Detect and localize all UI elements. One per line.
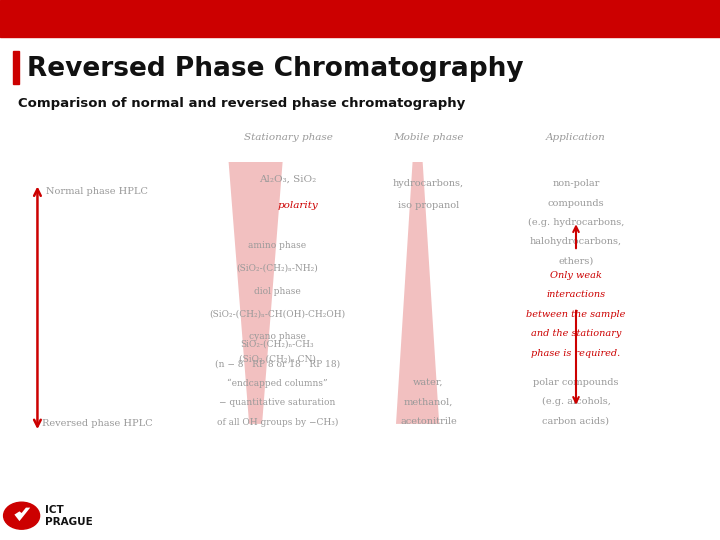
Text: Comparison of normal and reversed phase chromatography: Comparison of normal and reversed phase …: [18, 97, 465, 110]
Text: iso propanol: iso propanol: [397, 201, 459, 210]
Text: acetonitrile: acetonitrile: [400, 417, 456, 426]
Text: between the sample: between the sample: [526, 310, 626, 319]
Circle shape: [4, 502, 40, 529]
Text: Mobile phase: Mobile phase: [393, 133, 464, 142]
Text: polarity: polarity: [277, 201, 318, 210]
Text: Reversed phase HPLC: Reversed phase HPLC: [42, 420, 153, 428]
Text: phase is required.: phase is required.: [531, 349, 621, 357]
Text: cyano phase: cyano phase: [249, 332, 305, 341]
Text: (n − 8   RP 8 or 18   RP 18): (n − 8 RP 8 or 18 RP 18): [215, 360, 340, 368]
Text: hydrocarbons,: hydrocarbons,: [393, 179, 464, 188]
Text: Reversed Phase Chromatography: Reversed Phase Chromatography: [27, 56, 524, 82]
Bar: [0, 0, 720, 37]
Text: methanol,: methanol,: [404, 397, 453, 406]
Text: ICT: ICT: [45, 505, 63, 515]
Text: non-polar: non-polar: [552, 179, 600, 188]
Text: polar compounds: polar compounds: [534, 378, 618, 387]
Polygon shape: [396, 162, 439, 424]
Text: diol phase: diol phase: [254, 287, 300, 295]
Text: water,: water,: [413, 378, 444, 387]
Text: − quantitative saturation: − quantitative saturation: [219, 399, 336, 407]
Text: interactions: interactions: [546, 291, 606, 299]
Text: (e.g. alcohols,: (e.g. alcohols,: [541, 397, 611, 406]
Text: carbon acids): carbon acids): [542, 417, 610, 426]
Text: and the stationary: and the stationary: [531, 329, 621, 338]
Text: “endcapped columns”: “endcapped columns”: [227, 379, 328, 388]
Text: SiO₂-(CH₂)ₙ-CH₃: SiO₂-(CH₂)ₙ-CH₃: [240, 340, 314, 349]
Text: Only weak: Only weak: [550, 271, 602, 280]
Text: compounds: compounds: [548, 199, 604, 207]
Text: Stationary phase: Stationary phase: [243, 133, 333, 142]
Text: (SiO₂-(CH₂)ₙ-NH₂): (SiO₂-(CH₂)ₙ-NH₂): [236, 264, 318, 273]
Text: Normal phase HPLC: Normal phase HPLC: [46, 187, 148, 196]
Text: (SiO₂-(CH₂)ₙ-CH(OH)-CH₂OH): (SiO₂-(CH₂)ₙ-CH(OH)-CH₂OH): [209, 309, 346, 318]
Text: PRAGUE: PRAGUE: [45, 517, 92, 526]
Polygon shape: [14, 508, 30, 521]
Text: Al₂O₃, SiO₂: Al₂O₃, SiO₂: [259, 175, 317, 184]
Text: ethers): ethers): [559, 257, 593, 266]
Text: of all OH groups by −CH₃): of all OH groups by −CH₃): [217, 418, 338, 427]
Text: amino phase: amino phase: [248, 241, 306, 250]
Text: halohydrocarbons,: halohydrocarbons,: [530, 238, 622, 246]
Text: Application: Application: [546, 133, 606, 142]
Text: (SiO₂ (CH₂)ₙ CN): (SiO₂ (CH₂)ₙ CN): [239, 355, 315, 363]
Bar: [13, 51, 19, 84]
Text: (e.g. hydrocarbons,: (e.g. hydrocarbons,: [528, 218, 624, 227]
Polygon shape: [229, 162, 282, 424]
